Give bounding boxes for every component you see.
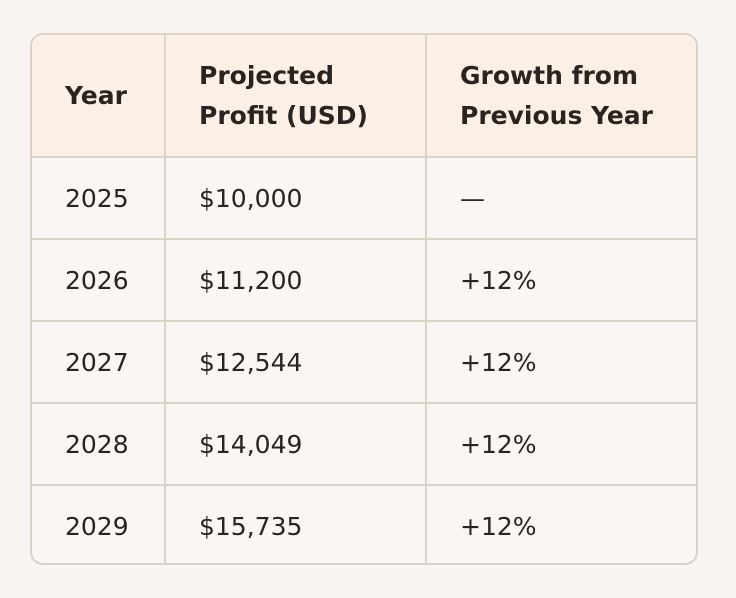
data-table: Year Projected Profit (USD) Growth from … [32,35,696,563]
cell-growth: +12% [426,321,696,404]
header-growth: Growth from Previous Year [426,35,696,158]
cell-year: 2028 [32,403,166,486]
cell-year: 2027 [32,321,166,404]
header-year: Year [32,35,166,158]
cell-profit: $15,735 [165,485,427,563]
cell-profit: $11,200 [165,239,427,322]
header-row: Year Projected Profit (USD) Growth from … [32,35,696,158]
table-row: 2027 $12,544 +12% [32,321,696,404]
table-body: 2025 $10,000 — 2026 $11,200 +12% 2027 $1… [32,157,696,563]
table-row: 2025 $10,000 — [32,157,696,240]
table-row: 2028 $14,049 +12% [32,403,696,486]
cell-year: 2025 [32,157,166,240]
cell-year: 2029 [32,485,166,563]
cell-profit: $10,000 [165,157,427,240]
cell-growth: +12% [426,403,696,486]
cell-profit: $14,049 [165,403,427,486]
cell-year: 2026 [32,239,166,322]
table-header: Year Projected Profit (USD) Growth from … [32,35,696,158]
table-row: 2029 $15,735 +12% [32,485,696,563]
header-projected-profit: Projected Profit (USD) [165,35,427,158]
table-row: 2026 $11,200 +12% [32,239,696,322]
cell-growth: — [426,157,696,240]
cell-growth: +12% [426,239,696,322]
cell-growth: +12% [460,512,537,541]
profit-projection-table: Year Projected Profit (USD) Growth from … [30,33,698,565]
cell-profit: $12,544 [165,321,427,404]
